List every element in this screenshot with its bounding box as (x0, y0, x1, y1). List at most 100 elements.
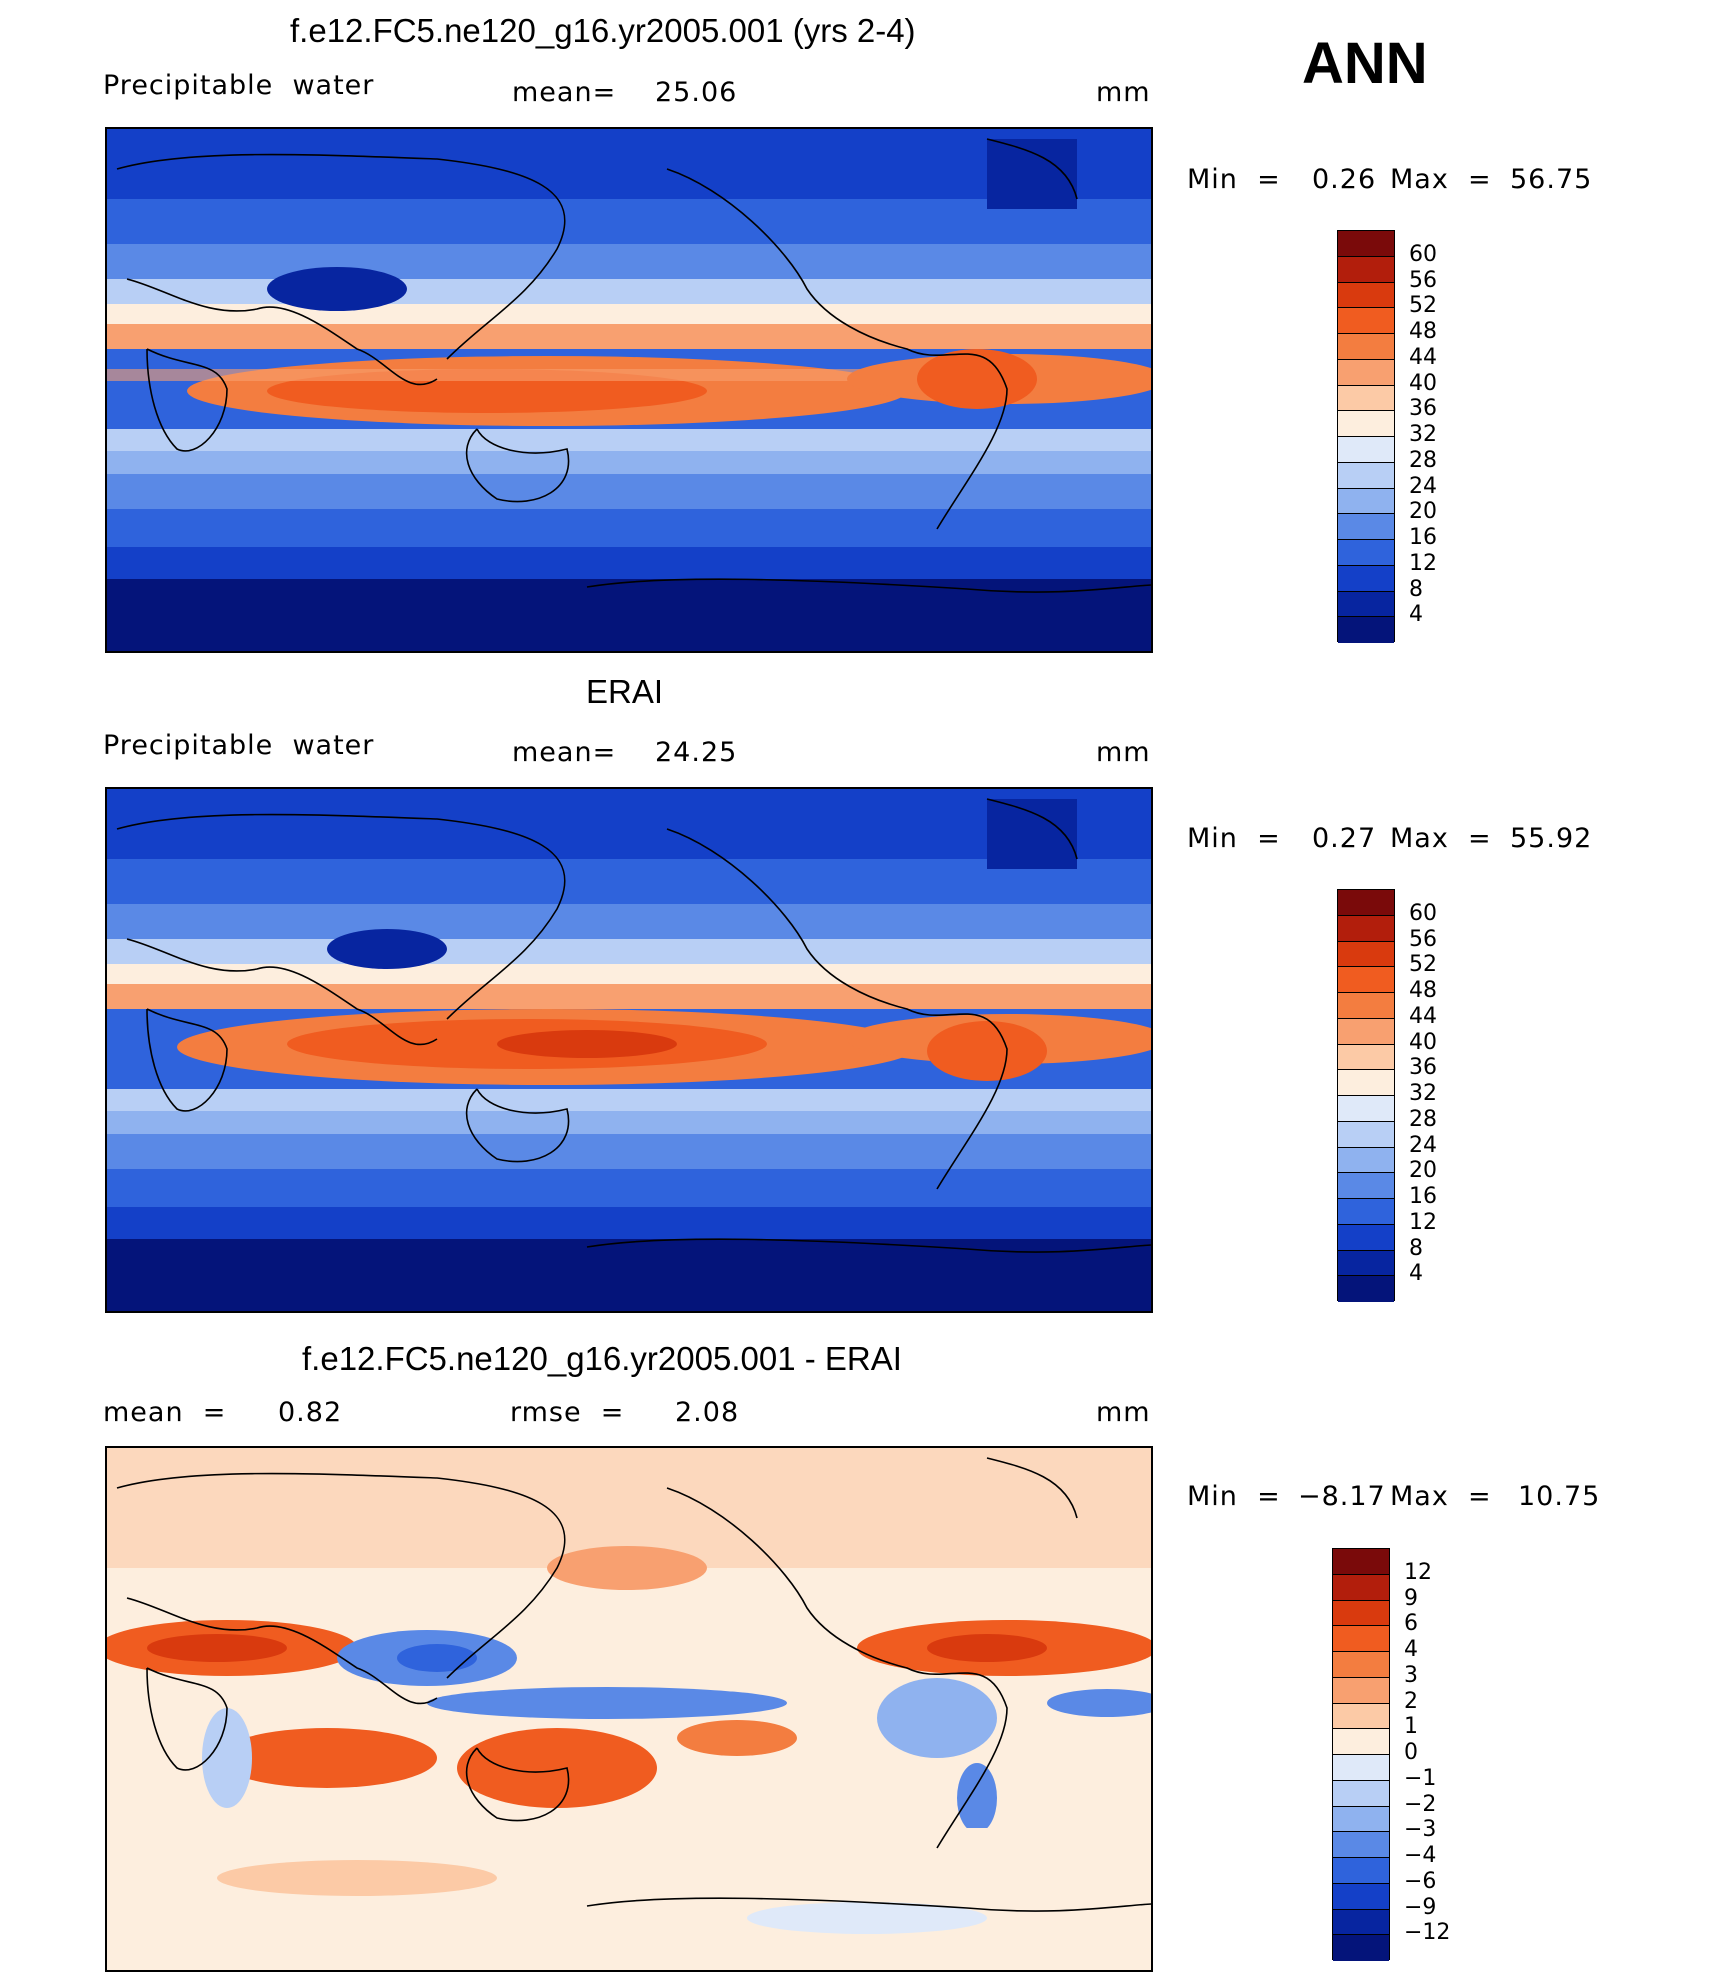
panel-3-map (105, 1446, 1153, 1972)
colorbar-tick-label: 40 (1409, 370, 1437, 396)
colorbar-tick-label: 44 (1409, 1003, 1437, 1029)
colorbar-tick-label: 28 (1409, 1106, 1437, 1132)
colorbar-swatch (1338, 1147, 1394, 1174)
panel-2-map (105, 787, 1153, 1313)
panel-2-min-label: Min = (1187, 823, 1281, 854)
colorbar-tick-label: 4 (1409, 1261, 1423, 1287)
panel-2-unit: mm (1096, 737, 1151, 768)
colorbar-tick-label: 1 (1404, 1714, 1418, 1740)
colorbar-swatch (1338, 462, 1394, 489)
colorbar-tick-label: 2 (1404, 1688, 1418, 1714)
panel-2-variable-label: Precipitable water (103, 730, 375, 761)
panel-1-unit: mm (1096, 77, 1151, 108)
panel-1-mean-value: 25.06 (655, 77, 738, 108)
panel-3-colorbar (1332, 1548, 1390, 1961)
colorbar-swatch (1338, 308, 1394, 334)
colorbar-tick-label: 40 (1409, 1029, 1437, 1055)
colorbar-swatch (1333, 1935, 1389, 1961)
colorbar-swatch (1333, 1677, 1389, 1704)
colorbar-swatch (1338, 565, 1394, 592)
colorbar-tick-label: 4 (1409, 602, 1423, 628)
panel-3-max-value: 10.75 (1518, 1481, 1601, 1512)
colorbar-tick-label: 8 (1409, 576, 1423, 602)
panel-2-mean-value: 24.25 (655, 737, 738, 768)
colorbar-swatch (1338, 540, 1394, 566)
colorbar-tick-label: −6 (1404, 1868, 1437, 1894)
colorbar-tick-label: −1 (1404, 1765, 1437, 1791)
panel-3-max-label: Max = (1390, 1481, 1492, 1512)
panel-1-min-label: Min = (1187, 164, 1281, 195)
colorbar-tick-label: −9 (1404, 1894, 1437, 1920)
season-label: ANN (1302, 31, 1428, 96)
panel-1-map (105, 127, 1153, 653)
colorbar-swatch (1333, 1652, 1389, 1678)
colorbar-swatch (1333, 1755, 1389, 1781)
colorbar-swatch (1333, 1729, 1389, 1755)
colorbar-tick-label: 4 (1404, 1637, 1418, 1662)
panel-2-mean-key: mean= (512, 737, 617, 768)
colorbar-swatch (1333, 1832, 1389, 1858)
panel-2-max-label: Max = (1390, 823, 1492, 854)
colorbar-tick-label: 12 (1409, 1209, 1437, 1235)
colorbar-swatch (1338, 385, 1394, 412)
colorbar-tick-label: −2 (1404, 1791, 1437, 1817)
colorbar-swatch (1338, 1044, 1394, 1071)
panel-2-colorbar (1337, 889, 1395, 1302)
colorbar-swatch (1338, 1250, 1394, 1277)
colorbar-tick-label: 8 (1409, 1235, 1423, 1261)
panel-3-mean-key: mean = (103, 1397, 227, 1428)
colorbar-swatch (1333, 1858, 1389, 1884)
colorbar-swatch (1338, 514, 1394, 540)
colorbar-swatch (1338, 1224, 1394, 1251)
colorbar-tick-label: 48 (1409, 978, 1437, 1003)
panel-1-max-value: 56.75 (1510, 164, 1593, 195)
colorbar-tick-label: 52 (1409, 293, 1437, 319)
colorbar-swatch (1338, 915, 1394, 942)
colorbar-tick-label: 9 (1404, 1585, 1418, 1611)
colorbar-swatch (1333, 1600, 1389, 1627)
colorbar-swatch (1338, 967, 1394, 993)
colorbar-swatch (1338, 1199, 1394, 1225)
colorbar-swatch (1338, 1173, 1394, 1199)
colorbar-tick-label: 36 (1409, 1055, 1437, 1081)
colorbar-tick-label: 16 (1409, 1184, 1437, 1209)
panel-2-max-value: 55.92 (1510, 823, 1593, 854)
colorbar-tick-label: 16 (1409, 525, 1437, 550)
colorbar-tick-label: 44 (1409, 344, 1437, 370)
colorbar-tick-label: 20 (1409, 1158, 1437, 1184)
colorbar-tick-label: 20 (1409, 499, 1437, 525)
colorbar-tick-label: 3 (1404, 1662, 1418, 1688)
colorbar-swatch (1333, 1780, 1389, 1807)
panel-1-variable-label: Precipitable water (103, 70, 375, 101)
panel-3-rmse-value: 2.08 (675, 1397, 740, 1428)
colorbar-tick-label: −4 (1404, 1843, 1437, 1868)
colorbar-tick-label: 48 (1409, 319, 1437, 344)
panel-1-max-label: Max = (1390, 164, 1492, 195)
panel-2-title: ERAI (586, 673, 664, 710)
colorbar-tick-label: 6 (1404, 1611, 1418, 1637)
colorbar-swatch (1333, 1549, 1389, 1575)
colorbar-swatch (1338, 411, 1394, 437)
colorbar-swatch (1338, 1070, 1394, 1096)
panel-2-min-value: 0.27 (1312, 823, 1377, 854)
colorbar-swatch (1338, 437, 1394, 463)
panel-3-title: f.e12.FC5.ne120_g16.yr2005.001 - ERAI (302, 1340, 902, 1377)
colorbar-tick-label: 60 (1409, 241, 1437, 267)
panel-3-min-label: Min = (1187, 1481, 1281, 1512)
colorbar-tick-label: 12 (1409, 550, 1437, 576)
colorbar-swatch (1338, 282, 1394, 309)
panel-1-colorbar (1337, 230, 1395, 643)
colorbar-swatch (1338, 488, 1394, 515)
colorbar-swatch (1338, 1121, 1394, 1148)
colorbar-swatch (1333, 1574, 1389, 1601)
colorbar-tick-label: 24 (1409, 1132, 1437, 1158)
colorbar-tick-label: 32 (1409, 422, 1437, 447)
colorbar-tick-label: 0 (1404, 1740, 1418, 1765)
colorbar-tick-label: 36 (1409, 396, 1437, 422)
colorbar-tick-label: −3 (1404, 1817, 1437, 1843)
colorbar-swatch (1333, 1626, 1389, 1652)
panel-3-unit: mm (1096, 1397, 1151, 1428)
colorbar-tick-label: 60 (1409, 900, 1437, 926)
colorbar-swatch (1333, 1909, 1389, 1936)
panel-1-title: f.e12.FC5.ne120_g16.yr2005.001 (yrs 2-4) (290, 12, 916, 49)
